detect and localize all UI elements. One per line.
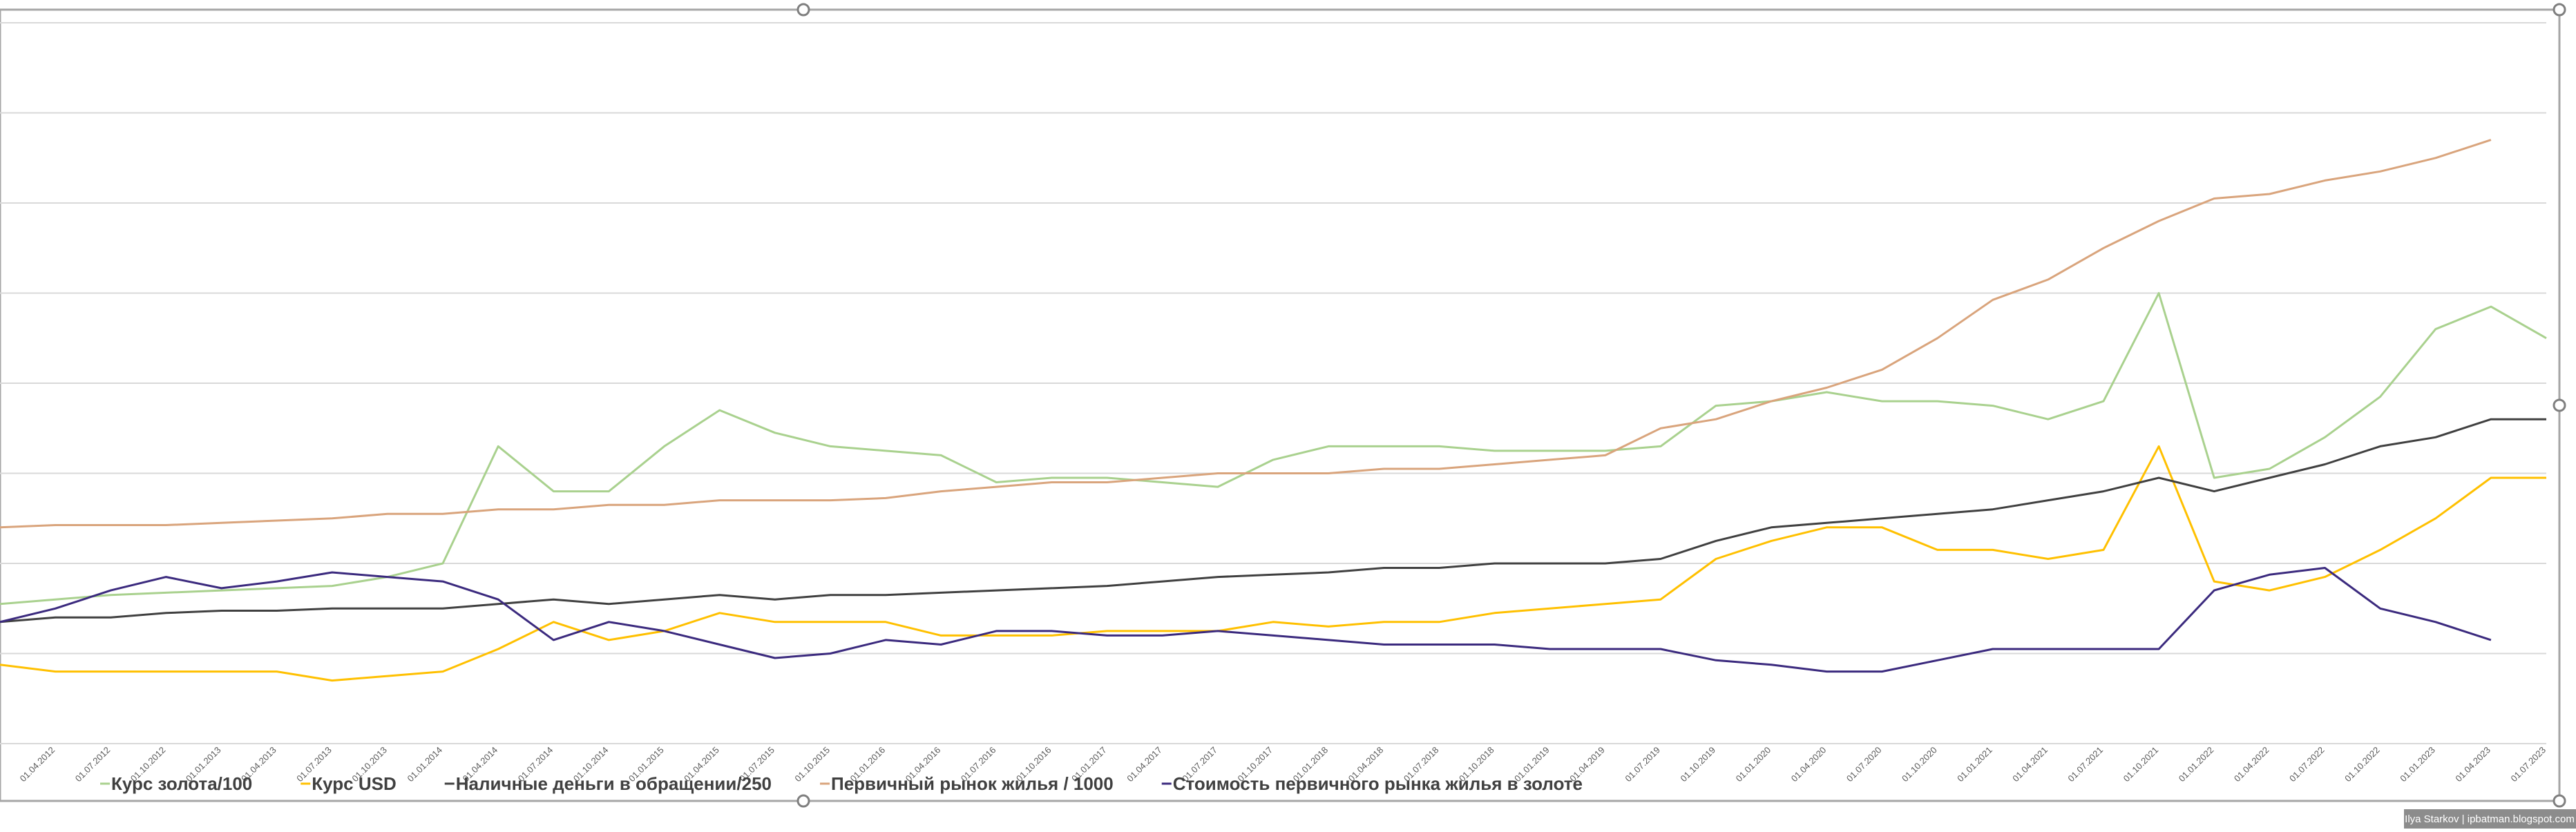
- x-tick-label: 01.01.2020: [1734, 745, 1773, 784]
- x-tick-label: 01.10.2021: [2121, 745, 2161, 784]
- series-line: [0, 292, 2547, 606]
- series-line: [0, 567, 2492, 673]
- x-tick-label: 01.04.2012: [18, 745, 57, 784]
- x-tick-label: 01.04.2020: [1789, 745, 1829, 784]
- legend-label: Наличные деньги в обращении/250: [456, 773, 772, 794]
- x-tick-label: 01.10.2020: [1900, 745, 1939, 784]
- series-line: [0, 445, 2546, 682]
- resize-handle[interactable]: [2553, 794, 2566, 808]
- series-line: [0, 139, 2492, 529]
- series-line: [0, 418, 2546, 623]
- legend-label: Первичный рынок жилья / 1000: [831, 773, 1114, 794]
- x-tick-label: 01.07.2023: [2508, 745, 2548, 784]
- x-tick-label: 01.07.2020: [1844, 745, 1884, 784]
- x-tick-label: 01.04.2023: [2453, 745, 2492, 784]
- x-tick-label: 01.04.2021: [2010, 745, 2050, 784]
- x-tick-label: 01.10.2019: [1679, 745, 1718, 784]
- x-tick-label: 01.04.2017: [1125, 745, 1164, 784]
- x-tick-label: 01.01.2021: [1955, 745, 1994, 784]
- legend-label: Курс USD: [312, 773, 396, 794]
- x-tick-label: 01.07.2012: [73, 745, 113, 784]
- resize-handle[interactable]: [2553, 398, 2566, 412]
- resize-handle[interactable]: [796, 794, 810, 808]
- x-tick-label: 01.10.2022: [2343, 745, 2382, 784]
- x-tick-label: 01.10.2015: [792, 745, 832, 784]
- resize-handle[interactable]: [2553, 3, 2566, 17]
- watermark-bg: [2404, 809, 2576, 829]
- x-tick-label: 01.07.2021: [2065, 745, 2105, 784]
- legend-label: Курс золота/100: [111, 773, 252, 794]
- selection-frame[interactable]: [0, 8, 2561, 802]
- x-tick-label: 01.04.2022: [2232, 745, 2271, 784]
- x-tick-label: 01.07.2019: [1623, 745, 1662, 784]
- legend-label: Стоимость первичного рынка жилья в золот…: [1173, 773, 1583, 794]
- resize-handle[interactable]: [796, 3, 810, 17]
- watermark: Ilya Starkov | ipbatman.blogspot.com: [2405, 813, 2575, 825]
- x-tick-label: 01.01.2023: [2398, 745, 2437, 784]
- x-tick-label: 01.01.2014: [406, 745, 445, 784]
- x-tick-label: 01.01.2022: [2177, 745, 2216, 784]
- x-tick-label: 01.07.2022: [2287, 745, 2327, 784]
